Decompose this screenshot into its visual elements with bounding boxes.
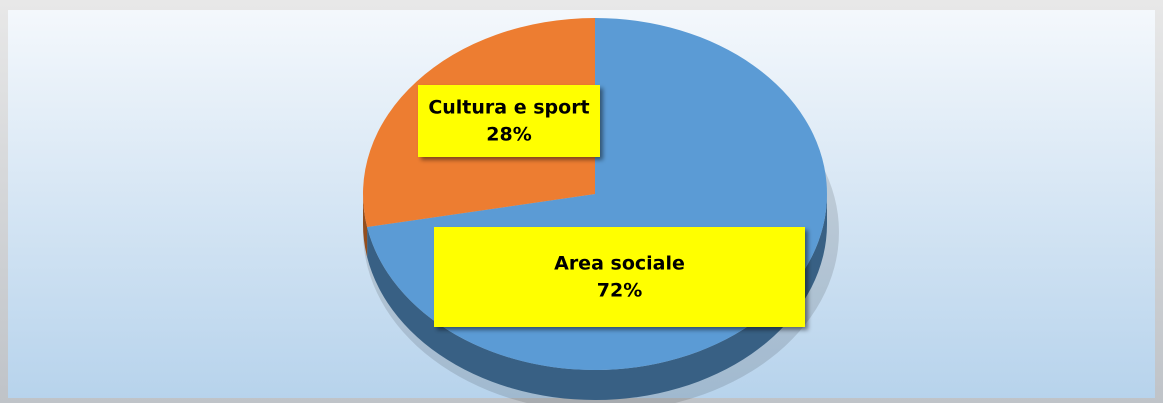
slice-side [367,194,827,400]
data-label-box [418,85,600,157]
data-label-box [434,227,805,327]
data-label-value: 28% [486,124,531,146]
data-label-category: Area sociale [554,253,685,275]
data-label-value: 72% [597,280,642,302]
labels: Area sociale 72% Cultura e sport 28% [418,85,805,327]
data-label-category: Cultura e sport [428,97,589,119]
slice-side [363,194,368,257]
